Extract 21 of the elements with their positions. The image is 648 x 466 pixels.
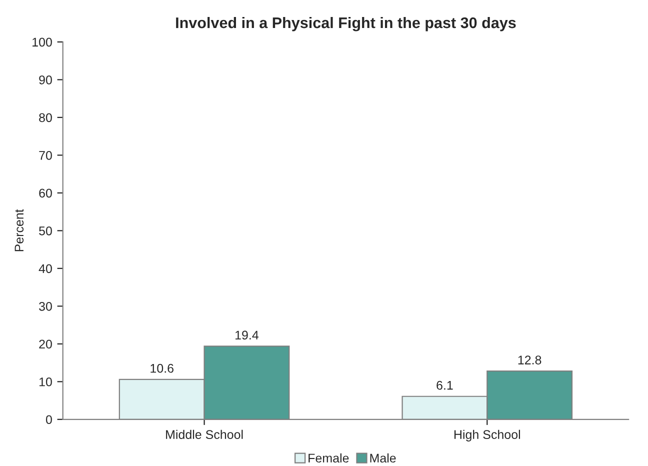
legend-label: Female <box>308 453 349 463</box>
chart-title: Involved in a Physical Fight in the past 30 days <box>176 16 516 32</box>
y-tick-label: 30 <box>39 302 52 311</box>
y-tick-label: 20 <box>39 340 52 349</box>
y-axis-title: Percent <box>14 209 24 252</box>
y-tick-label: 80 <box>39 113 52 122</box>
y-tick-label: 10 <box>39 377 52 386</box>
y-tick-label: 70 <box>39 150 52 160</box>
legend-label: Male <box>370 453 396 463</box>
x-tick-label: High School <box>454 430 520 442</box>
y-tick-label: 50 <box>39 226 52 236</box>
data-label: 12.8 <box>518 356 542 364</box>
data-label: 6.1 <box>436 380 453 390</box>
y-tick-label: 100 <box>32 38 52 47</box>
data-label: 10.6 <box>150 364 174 373</box>
x-tick-label: Middle School <box>166 430 243 439</box>
y-tick-label: 90 <box>39 75 52 84</box>
y-tick-label: 60 <box>39 188 52 198</box>
y-tick-label: 0 <box>46 415 52 424</box>
data-label: 19.4 <box>236 330 259 340</box>
y-tick-label: 40 <box>38 264 52 274</box>
